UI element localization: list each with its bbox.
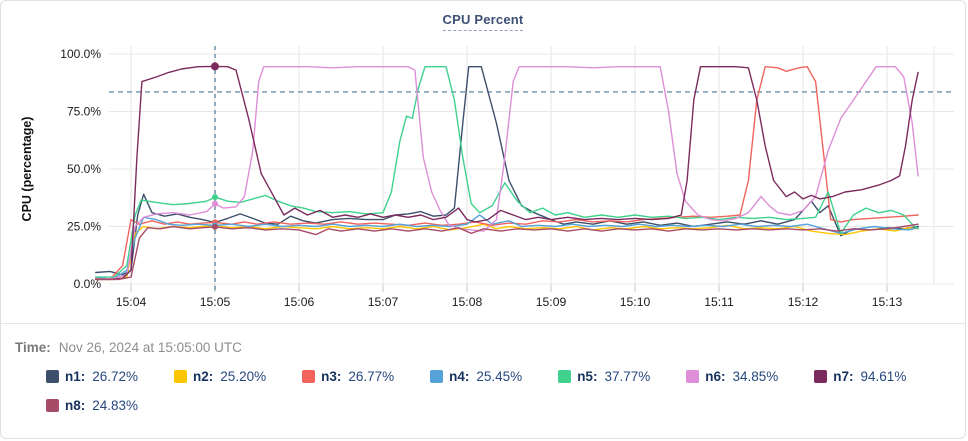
series-line-n1 — [94, 65, 919, 276]
x-tick-label: 15:05 — [200, 295, 231, 309]
legend-swatch-n5 — [558, 370, 572, 383]
time-value: Nov 26, 2024 at 15:05:00 UTC — [58, 340, 242, 355]
legend-value: 37.77% — [604, 369, 651, 384]
series-line-n3 — [94, 65, 919, 281]
legend-swatch-n8 — [46, 399, 59, 412]
legend: n1: 26.72% n2: 25.20% n3: 26.77% n4: 25.45% n5: 3… — [46, 369, 946, 427]
legend-label: n1: — [65, 369, 86, 384]
legend-item-n7[interactable]: n7: 94.61% — [814, 369, 906, 384]
legend-swatch-n3 — [302, 370, 316, 383]
legend-label: n5: — [577, 369, 598, 384]
x-tick-label: 15:08 — [452, 295, 483, 309]
y-tick-label: 50.0% — [67, 162, 101, 176]
legend-item-n8[interactable]: n8: 24.83% — [46, 398, 138, 413]
legend-item-n1[interactable]: n1: 26.72% — [46, 369, 138, 384]
series-line-n4 — [94, 214, 919, 281]
legend-swatch-n1 — [46, 370, 59, 383]
legend-item-n5[interactable]: n5: 37.77% — [558, 369, 650, 384]
time-label: Time: — [15, 340, 51, 355]
legend-swatch-n4 — [430, 370, 444, 383]
legend-item-n4[interactable]: n4: 25.45% — [430, 369, 522, 384]
legend-value: 26.72% — [92, 369, 139, 384]
legend-value: 25.45% — [476, 369, 523, 384]
legend-label: n4: — [449, 369, 470, 384]
series-line-n7 — [94, 65, 919, 281]
legend-value: 24.83% — [92, 398, 139, 413]
legend-item-n2[interactable]: n2: 25.20% — [174, 369, 266, 384]
y-tick-label: 75.0% — [67, 105, 101, 119]
legend-label: n3: — [321, 369, 342, 384]
x-tick-label: 15:13 — [872, 295, 903, 309]
crosshair-dot-n6 — [212, 200, 218, 207]
legend-value: 25.20% — [220, 369, 267, 384]
crosshair-dot-n8 — [212, 223, 218, 230]
series-line-n8 — [94, 223, 919, 281]
series-line-n6 — [94, 65, 919, 281]
y-axis-title: CPU (percentage) — [20, 117, 34, 222]
x-tick-label: 15:07 — [368, 295, 399, 309]
y-tick-label: 0.0% — [74, 277, 102, 291]
x-tick-label: 15:06 — [284, 295, 315, 309]
crosshair-dot-n5 — [212, 194, 218, 201]
legend-item-n6[interactable]: n6: 34.85% — [686, 369, 778, 384]
legend-label: n2: — [193, 369, 214, 384]
legend-swatch-n6 — [686, 370, 700, 383]
legend-row-1: n1: 26.72% n2: 25.20% n3: 26.77% n4: 25.45% n5: 3… — [46, 369, 946, 384]
chart-header: CPU Percent — [1, 11, 965, 31]
chart-title[interactable]: CPU Percent — [442, 12, 524, 31]
y-tick-label: 100.0% — [60, 47, 101, 61]
chart-area[interactable]: 0.0% 25.0% 50.0% 75.0% 100.0% 15:04 15:05 15:06… — [1, 29, 965, 319]
legend-label: n6: — [705, 369, 726, 384]
series-line-n5 — [94, 65, 919, 278]
y-tick-label: 25.0% — [67, 220, 101, 234]
x-tick-label: 15:11 — [704, 295, 734, 309]
legend-row-2: n8: 24.83% — [46, 398, 946, 413]
x-tick-label: 15:09 — [536, 295, 567, 309]
series-line-n2 — [94, 223, 919, 281]
crosshair-dot-n7 — [211, 62, 219, 71]
legend-swatch-n2 — [174, 370, 188, 383]
x-tick-label: 15:10 — [620, 295, 651, 309]
x-tick-label: 15:04 — [116, 295, 147, 309]
x-tick-label: 15:12 — [788, 295, 819, 309]
legend-label: n7: — [833, 369, 854, 384]
legend-item-n3[interactable]: n3: 26.77% — [302, 369, 394, 384]
legend-value: 94.61% — [860, 369, 907, 384]
cpu-chart-svg[interactable]: 0.0% 25.0% 50.0% 75.0% 100.0% 15:04 15:05 15:06… — [1, 29, 965, 319]
legend-swatch-n7 — [814, 370, 828, 383]
legend-value: 26.77% — [348, 369, 395, 384]
time-readout: Time: Nov 26, 2024 at 15:05:00 UTC — [15, 340, 242, 355]
legend-value: 34.85% — [732, 369, 779, 384]
legend-label: n8: — [65, 398, 86, 413]
panel-divider — [1, 323, 965, 324]
